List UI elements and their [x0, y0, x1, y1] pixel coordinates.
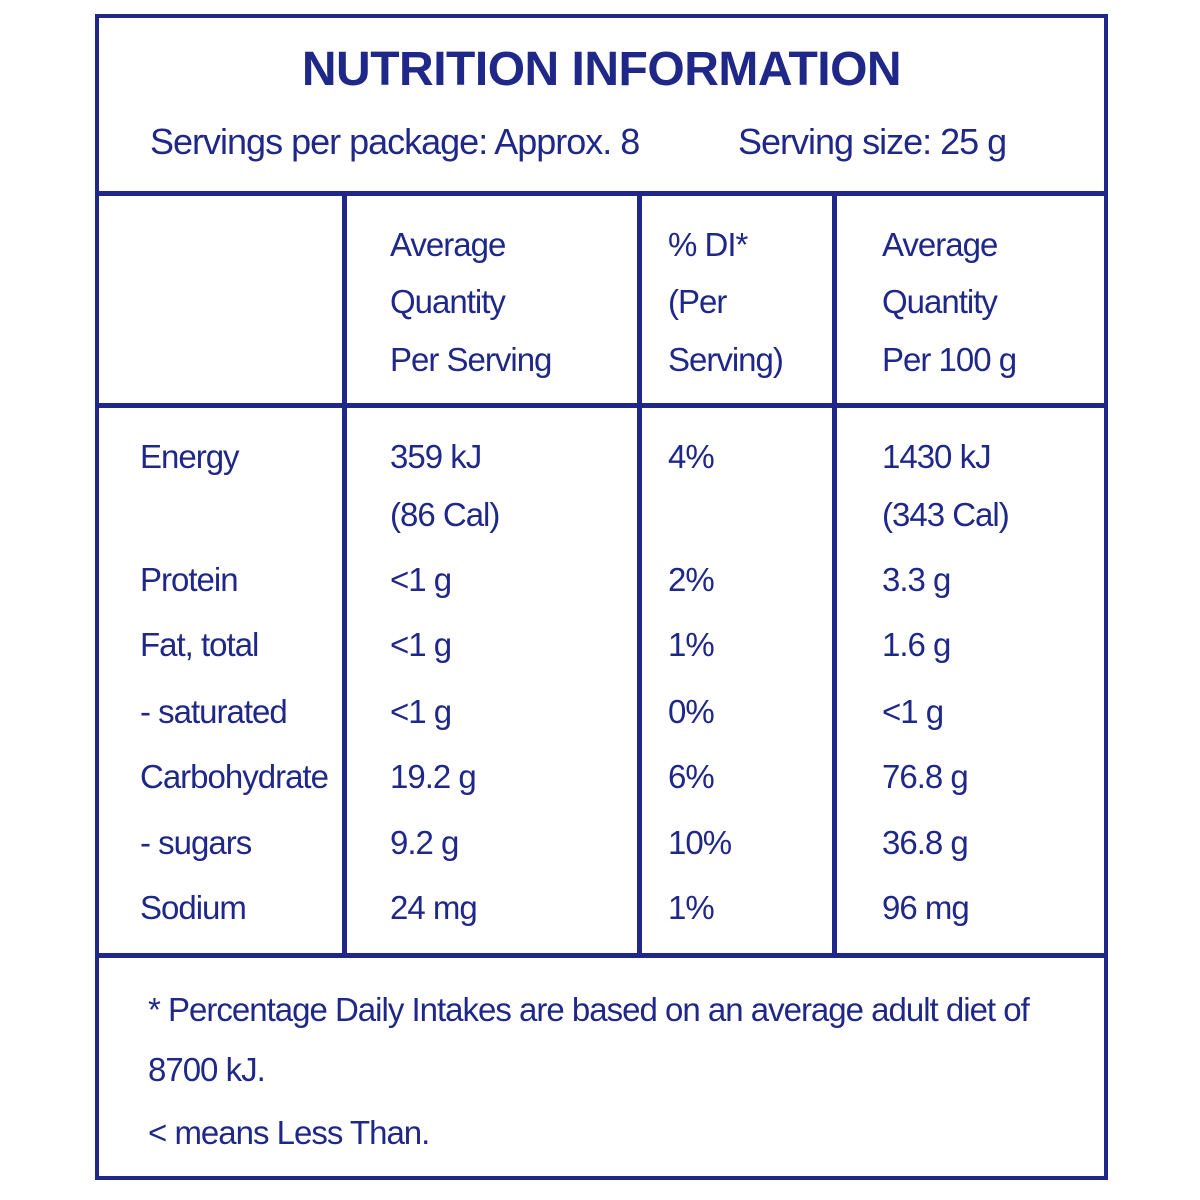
row-label: - sugars [140, 824, 252, 861]
header-cell: (Per [668, 283, 727, 320]
serving-size: Serving size: 25 g [738, 121, 1007, 162]
row-label: Carbohydrate [140, 758, 329, 795]
row-label: - saturated [140, 693, 288, 730]
rule [95, 403, 1108, 408]
header-cell: Per 100 g [882, 341, 1017, 378]
cell: 9.2 g [390, 824, 459, 861]
border [95, 1176, 1108, 1180]
cell: 4% [668, 438, 715, 475]
row-label: Protein [140, 561, 239, 598]
border [1104, 14, 1108, 1180]
cell: 19.2 g [390, 758, 477, 795]
header-cell: Quantity [390, 283, 506, 320]
cell: 1430 kJ [882, 438, 992, 475]
cell: <1 g [390, 693, 452, 730]
cell: 24 mg [390, 889, 478, 926]
title: NUTRITION INFORMATION [301, 43, 902, 96]
cell: 2% [668, 561, 715, 598]
row-label: Energy [140, 438, 240, 475]
cell: <1 g [390, 561, 452, 598]
cell: 36.8 g [882, 824, 969, 861]
cell: 1% [668, 889, 715, 926]
header-cell: % DI* [668, 226, 748, 263]
cell: <1 g [390, 626, 452, 663]
rule [95, 953, 1108, 958]
column-rule [832, 191, 837, 958]
row-label: Fat, total [140, 626, 259, 663]
footnote: < means Less Than. [148, 1114, 430, 1151]
servings: Servings per package: Approx. 8 [150, 121, 640, 162]
footnote: * Percentage Daily Intakes are based on … [148, 991, 1030, 1088]
cell: 6% [668, 758, 715, 795]
border [95, 14, 1108, 18]
cell: 1.6 g [882, 626, 951, 663]
rule [95, 191, 1108, 196]
header-cell: Serving) [668, 341, 784, 378]
cell: (343 Cal) [882, 496, 1010, 533]
header-cell: Per Serving [390, 341, 552, 378]
cell: 3.3 g [882, 561, 951, 598]
column-rule [637, 191, 642, 958]
cell: 1% [668, 626, 715, 663]
cell: 10% [668, 824, 732, 861]
cell: 96 mg [882, 889, 970, 926]
column-rule [342, 191, 347, 958]
cell: 76.8 g [882, 758, 969, 795]
header-cell: Average [882, 226, 998, 263]
cell: 0% [668, 693, 715, 730]
row-label: Sodium [140, 889, 247, 926]
border [95, 14, 99, 1180]
header-cell: Quantity [882, 283, 998, 320]
cell: (86 Cal) [390, 496, 500, 533]
header-cell: Average [390, 226, 506, 263]
cell: <1 g [882, 693, 944, 730]
cell: 359 kJ [390, 438, 482, 475]
